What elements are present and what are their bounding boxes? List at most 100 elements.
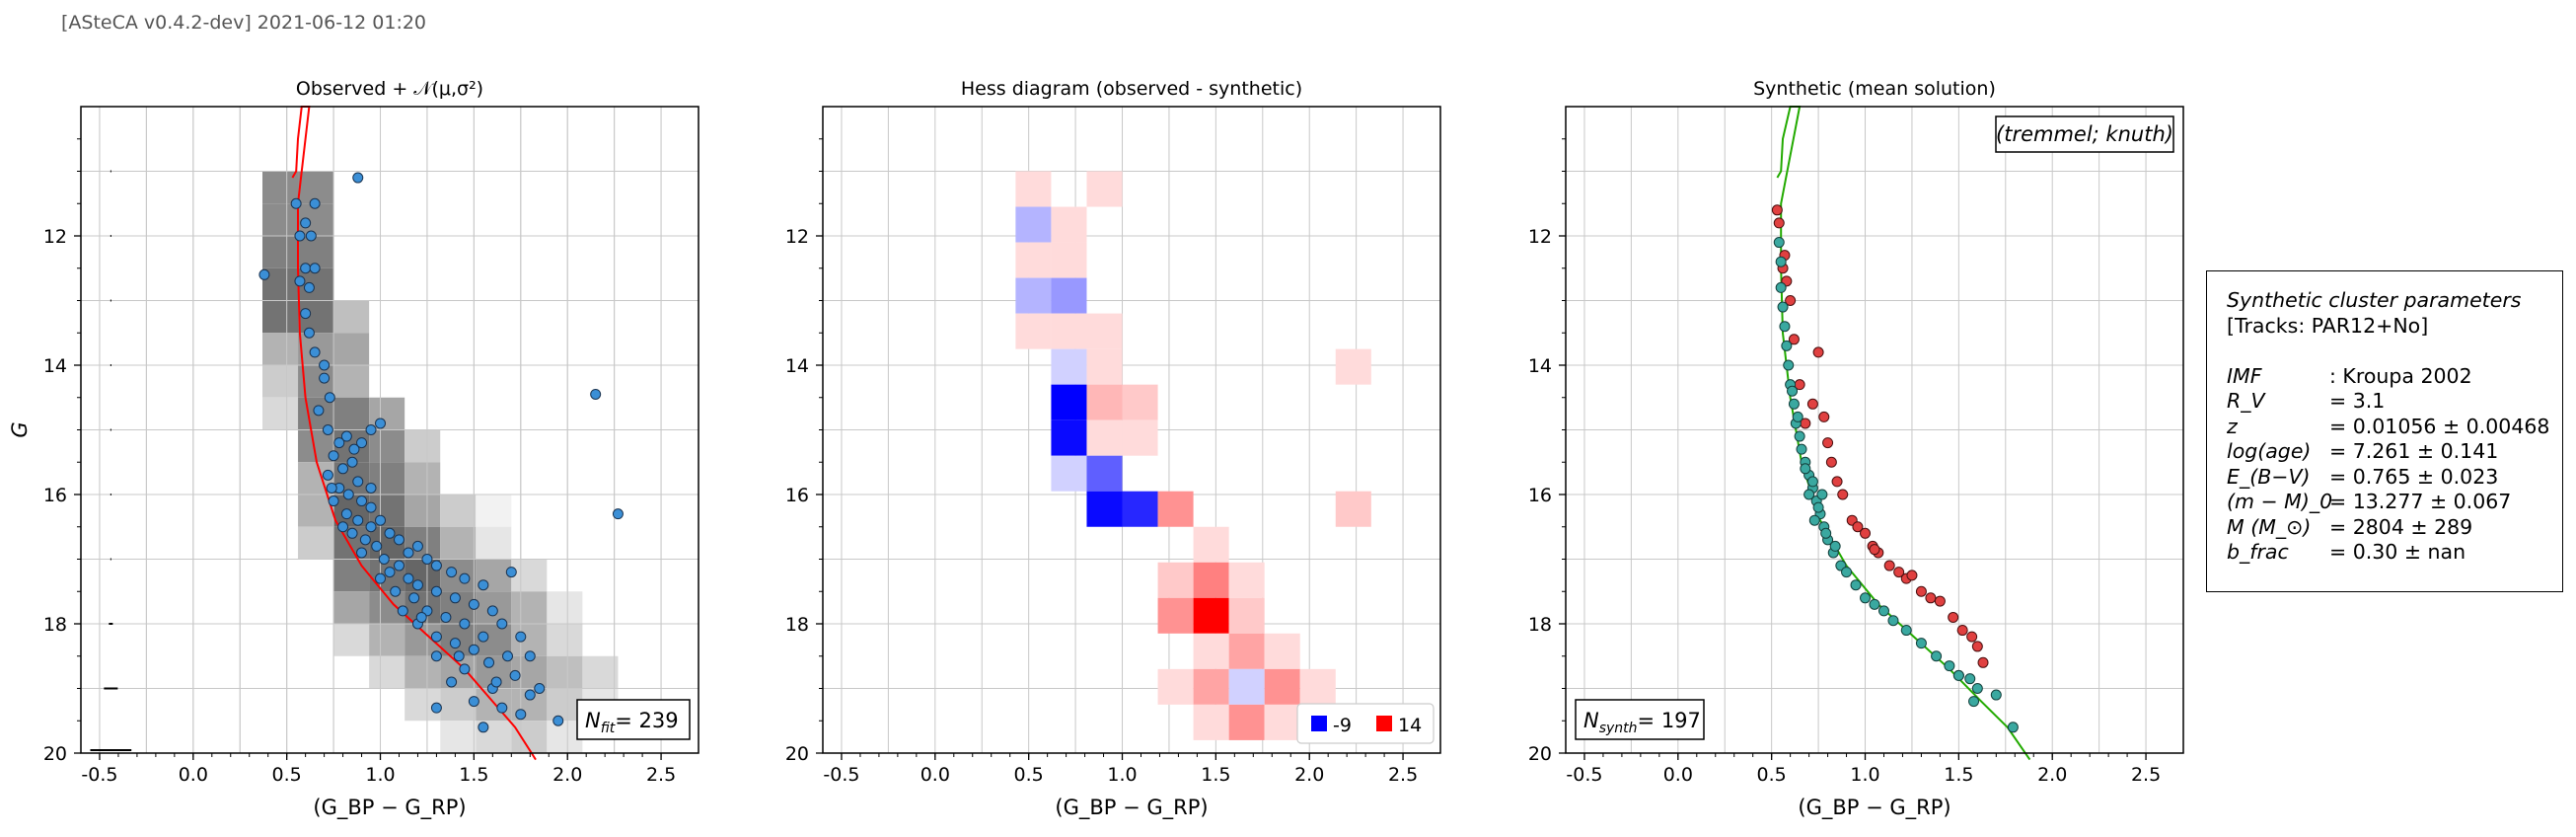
single-point xyxy=(1787,385,1799,397)
single-point xyxy=(1808,514,1820,526)
data-point xyxy=(430,650,442,662)
hess-cell xyxy=(1015,313,1052,349)
single-point xyxy=(1900,625,1912,637)
data-point xyxy=(496,702,508,714)
data-point xyxy=(356,437,368,449)
binary-point xyxy=(1915,585,1927,597)
x-tick-label: 2.5 xyxy=(646,764,676,786)
hess-cell xyxy=(1015,277,1052,314)
binary-point xyxy=(1806,398,1818,410)
param-value: = 2804 ± 289 xyxy=(2329,514,2473,539)
single-point xyxy=(1990,689,2002,701)
data-point xyxy=(449,592,461,604)
nsynth-badge xyxy=(1575,699,1705,740)
data-point xyxy=(309,263,321,274)
data-point xyxy=(502,650,514,662)
density-cell xyxy=(440,559,477,592)
binary-point xyxy=(1860,527,1872,539)
single-point xyxy=(1788,398,1800,410)
single-point xyxy=(1773,237,1785,249)
density-cell xyxy=(547,591,583,624)
grid xyxy=(1566,107,2183,754)
density-cell xyxy=(440,721,477,753)
data-point xyxy=(468,598,479,610)
isochrone-line xyxy=(291,106,537,761)
y-tick-label: 14 xyxy=(1528,355,1552,377)
panel-title: Hess diagram (observed - synthetic) xyxy=(961,78,1302,100)
single-point xyxy=(1792,411,1803,422)
x-tick-label: 2.0 xyxy=(552,764,582,786)
hess-cell xyxy=(1122,491,1158,527)
hess-cell xyxy=(1122,384,1158,420)
density-cell xyxy=(369,624,405,656)
density-cell xyxy=(262,365,299,398)
x-tick-label: 2.0 xyxy=(1294,764,1324,786)
hess-cell xyxy=(1086,313,1123,349)
data-point xyxy=(384,567,396,578)
single-point xyxy=(1800,463,1811,475)
data-point xyxy=(430,560,442,571)
single-point xyxy=(1860,592,1872,604)
data-point xyxy=(515,709,527,721)
data-point xyxy=(365,521,377,533)
y-tick-label: 16 xyxy=(43,485,67,506)
binary-point xyxy=(1818,411,1830,422)
hess-cell xyxy=(1051,277,1087,314)
hess-cell xyxy=(1015,206,1052,243)
data-point xyxy=(483,656,495,668)
param-value: = 0.765 ± 0.023 xyxy=(2329,464,2499,489)
y-tick-label: 12 xyxy=(43,226,67,248)
data-point xyxy=(322,469,333,481)
single-point xyxy=(1968,696,1980,708)
panel-hess-diagram: -0.5 0.0 0.5 1.0 1.5 2.0 2.5 12 14 16 18 20 Hess dia… xyxy=(785,78,1441,820)
hess-cell xyxy=(1264,633,1300,669)
density-cell xyxy=(440,526,477,560)
nfit-badge xyxy=(576,699,691,740)
data-point xyxy=(505,567,517,578)
data-point xyxy=(552,715,564,726)
hess-cell xyxy=(1086,384,1123,420)
hess-cell xyxy=(1228,668,1265,705)
single-point xyxy=(1971,683,1983,694)
data-point xyxy=(459,572,471,584)
x-tick-label: 0.5 xyxy=(272,764,302,786)
param-value: = 0.30 ± nan xyxy=(2329,540,2466,564)
data-point xyxy=(393,560,405,571)
data-point xyxy=(337,521,349,533)
single-point xyxy=(1887,615,1899,627)
param-value: = 7.261 ± 0.141 xyxy=(2329,439,2499,463)
data-point xyxy=(378,554,390,565)
data-point xyxy=(324,392,335,404)
x-tick-label: 2.0 xyxy=(2037,764,2067,786)
isochrone-line xyxy=(1776,106,2031,761)
data-point xyxy=(478,631,489,643)
data-point xyxy=(408,592,420,604)
data-point xyxy=(356,547,368,559)
panel-title: Synthetic (mean solution) xyxy=(1753,78,1996,100)
data-point xyxy=(468,644,479,655)
data-point xyxy=(319,372,331,384)
data-point xyxy=(449,638,461,649)
data-point xyxy=(375,418,387,429)
binary-point xyxy=(1785,295,1797,306)
x-tick-label: 1.0 xyxy=(1107,764,1137,786)
nsynth-symbol: N xyxy=(1583,709,1599,732)
param-value: = 13.277 ± 0.067 xyxy=(2329,490,2512,513)
data-point xyxy=(346,456,358,468)
data-point xyxy=(459,663,471,675)
y-tick-label: 12 xyxy=(785,226,809,248)
observed-points xyxy=(258,172,624,733)
single-point xyxy=(2007,722,2019,733)
binary-point xyxy=(1906,570,1918,581)
data-point xyxy=(459,618,471,630)
binary-point xyxy=(1822,437,1834,449)
panel-synthetic: -0.5 0.0 0.5 1.0 1.5 2.0 2.5 12 14 16 18 20 Syntheti… xyxy=(1528,78,2184,820)
hess-cell xyxy=(1193,704,1229,740)
hess-cell xyxy=(1157,562,1194,598)
single-point xyxy=(1829,540,1841,552)
data-point xyxy=(340,430,352,442)
x-tick-label: 0.5 xyxy=(1014,764,1044,786)
data-point xyxy=(524,650,536,662)
single-point xyxy=(1796,443,1807,455)
